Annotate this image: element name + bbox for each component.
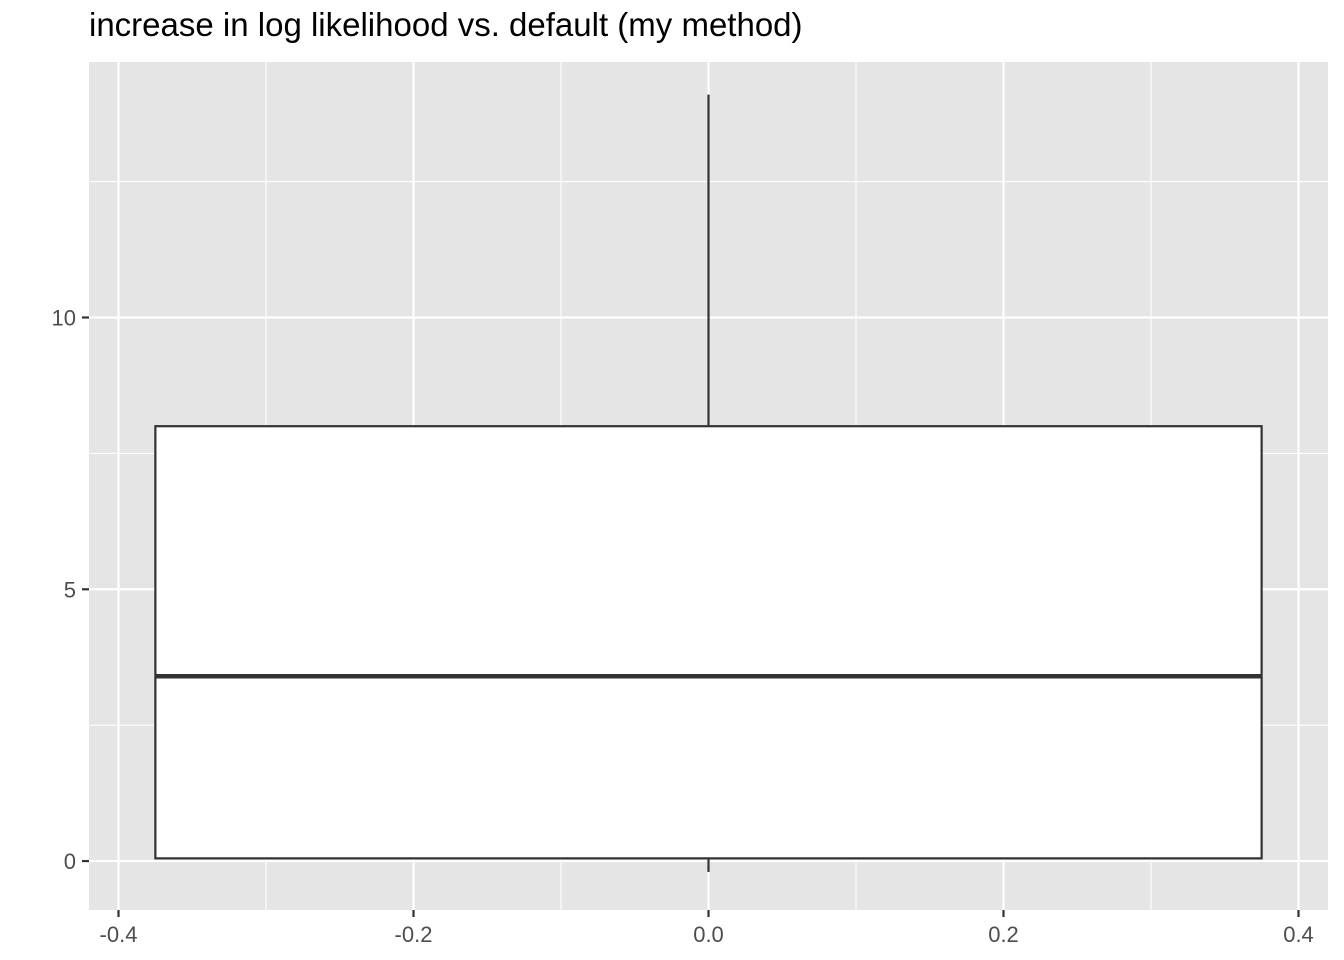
x-tick-label: -0.4 [100, 922, 138, 947]
x-tick-label: 0.0 [693, 922, 724, 947]
y-tick-label: 0 [64, 849, 76, 874]
x-tick-label: 0.4 [1283, 922, 1314, 947]
y-tick-label: 10 [52, 305, 76, 330]
box-iqr [154, 425, 1263, 860]
y-tick-label: 5 [64, 577, 76, 602]
chart-title: increase in log likelihood vs. default (… [89, 6, 803, 43]
x-tick-label: -0.2 [395, 922, 433, 947]
x-tick-label: 0.2 [988, 922, 1019, 947]
